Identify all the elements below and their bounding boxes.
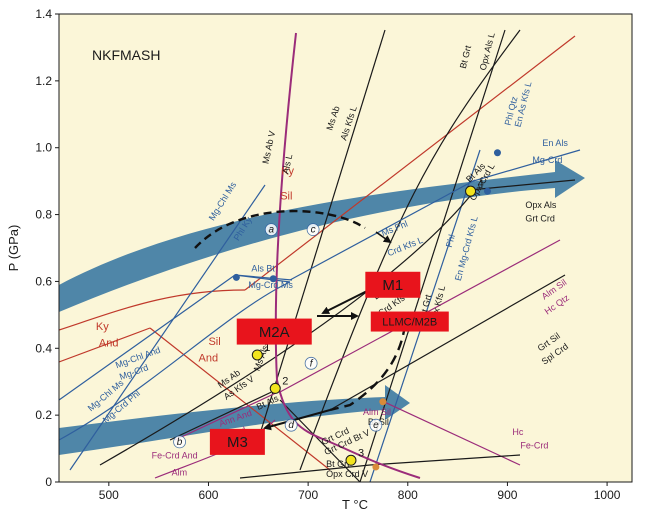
y-tick-label-7: 1.4: [35, 7, 52, 21]
bt-sil-line: [99, 189, 476, 466]
field-label-1: Sil: [280, 191, 292, 203]
x-tick-label-1: 600: [198, 488, 218, 502]
stage-box-3: [209, 428, 265, 455]
point-label-5: f: [310, 358, 314, 369]
bt-grt-low-line: [239, 454, 521, 479]
retrograde-dashed-path: [329, 324, 407, 412]
arrow-to-m3: [263, 409, 331, 431]
invariant-point-3: [345, 454, 357, 466]
invariant-label-4: 4: [478, 178, 484, 190]
x-tick-label-4: 900: [497, 488, 517, 502]
phl-line: [289, 179, 476, 281]
y-tick-label-5: 1.0: [35, 141, 52, 155]
stage-box-2: [370, 311, 449, 332]
y-tick-label-3: 0.6: [35, 274, 52, 288]
invariant-label-1: 1: [264, 342, 270, 354]
point-marker-5: [304, 356, 318, 370]
stage-box-0: [365, 271, 421, 298]
invariant-point-2: [269, 382, 281, 394]
orange-dot-1: [372, 463, 380, 471]
arrow-to-m1: [375, 231, 392, 244]
point-marker-4: [369, 418, 383, 432]
stage-label-3: M3: [227, 434, 248, 451]
mg-crd-phl-line: [59, 281, 291, 441]
y-axis-label: P (GPa): [6, 225, 21, 272]
y-tick-label-4: 0.8: [35, 208, 52, 222]
reaction-label-44: Fe-Crd And: [152, 451, 198, 461]
y-tick-label-0: 0: [45, 475, 52, 489]
invariant-point-4: [465, 185, 477, 197]
y-tick-label-2: 0.4: [35, 341, 52, 355]
junction-dot-3: [484, 187, 492, 195]
reaction-label-6: Opx Als: [525, 200, 557, 210]
ky-sil-line: [244, 35, 576, 291]
stage-box-1: [236, 318, 312, 345]
point-label-1: b: [177, 437, 183, 448]
junction-dot-2: [493, 149, 501, 157]
reaction-label-4: En Als: [542, 138, 568, 148]
point-label-0: a: [268, 225, 274, 236]
reaction-label-13: Als L: [280, 153, 294, 175]
reaction-label-46: Bt Grt: [326, 459, 350, 469]
als-bt-line: [234, 274, 293, 281]
invariant-point-1: [251, 349, 263, 361]
hc-line: [379, 399, 521, 466]
x-tick-label-3: 800: [398, 488, 418, 502]
reaction-label-7: Grt Crd: [525, 213, 555, 223]
grt-sil-line: [329, 274, 566, 411]
ky-and-line: [59, 327, 151, 363]
prograde-dashed-arc: [194, 209, 366, 249]
point-label-2: c: [311, 225, 316, 236]
plot-frame: [58, 13, 633, 483]
chart-title: NKFMASH: [92, 47, 160, 63]
point-marker-0: [264, 223, 278, 237]
invariant-label-3: 3: [358, 447, 364, 459]
field-label-2: Ky: [96, 321, 109, 333]
y-tick-label-6: 1.2: [35, 74, 52, 88]
field-label-4: Sil: [208, 336, 220, 348]
reaction-label-18: Als Bt: [251, 263, 275, 273]
point-marker-1: [173, 435, 186, 449]
point-marker-2: [306, 223, 320, 237]
field-label-0: Ky: [281, 165, 294, 177]
x-tick-label-5: 1000: [594, 488, 621, 502]
low-bt-als-line: [169, 387, 281, 441]
x-axis-label: T °C: [342, 497, 368, 512]
field-label-3: And: [99, 338, 119, 350]
grt-crd-low-line: [279, 399, 361, 482]
reaction-label-19: Mg-Crd Ms: [248, 280, 293, 290]
junction-dot-1: [269, 275, 277, 283]
point-label-4: e: [373, 420, 379, 431]
reaction-label-45: Alm: [172, 467, 188, 477]
fe-crd-line: [174, 391, 279, 441]
invariant-label-2: 2: [282, 375, 288, 387]
x-tick-label-2: 700: [298, 488, 318, 502]
reaction-label-47: Opx Crd V: [326, 469, 368, 479]
red-upper-line: [59, 289, 246, 331]
stage-label-1: M2A: [259, 324, 290, 341]
and-sil-line: [149, 327, 331, 471]
upper-arrow-band: [59, 160, 585, 312]
bt-grt-line: [359, 29, 506, 482]
mg-chl-line: [69, 184, 266, 471]
junction-dot-0: [232, 273, 240, 281]
reaction-label-5: Mg-Crd: [532, 155, 562, 165]
reaction-label-22: Phl: [444, 233, 457, 248]
reaction-label-40: Alm Sil: [363, 407, 391, 417]
orange-dot-0: [379, 398, 387, 406]
opx-line: [299, 29, 521, 471]
enals-line: [469, 149, 581, 183]
field-label-5: And: [199, 353, 219, 365]
reaction-label-49: Fe-Crd: [520, 441, 548, 451]
x-tick-label-0: 500: [99, 488, 119, 502]
point-label-3: d: [288, 420, 294, 431]
stage-label-2: LLMC/M2B: [382, 316, 437, 328]
y-tick-label-1: 0.2: [35, 408, 52, 422]
stage-label-0: M1: [382, 277, 403, 294]
point-marker-3: [284, 418, 298, 432]
reaction-label-48: Hc: [512, 427, 523, 437]
